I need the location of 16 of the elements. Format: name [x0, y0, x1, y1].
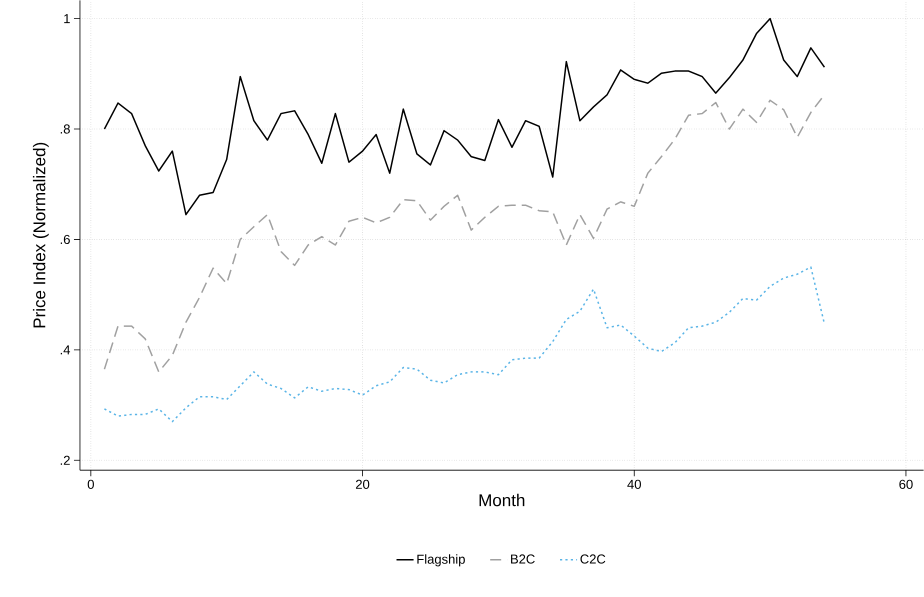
x-axis-title: Month — [480, 494, 524, 506]
x-tick-label: 40 — [627, 480, 641, 489]
y-tick-label: .6 — [60, 234, 70, 244]
legend-label: B2C — [511, 554, 535, 564]
line-series — [104, 18, 826, 216]
x-tick-label: 20 — [356, 480, 370, 489]
legend-label: Flagship — [417, 554, 465, 566]
x-tick-label: 0 — [88, 480, 94, 489]
legend-label: C2C — [580, 554, 606, 564]
line-series — [104, 266, 826, 422]
y-axis-title: Price Index (Normalized) — [32, 142, 49, 328]
y-tick-label: .2 — [60, 456, 70, 465]
x-tick-label: 60 — [899, 480, 913, 489]
y-tick-label: 1 — [64, 14, 70, 24]
y-tick-label: .4 — [60, 345, 70, 354]
y-tick-label: .8 — [60, 124, 70, 134]
